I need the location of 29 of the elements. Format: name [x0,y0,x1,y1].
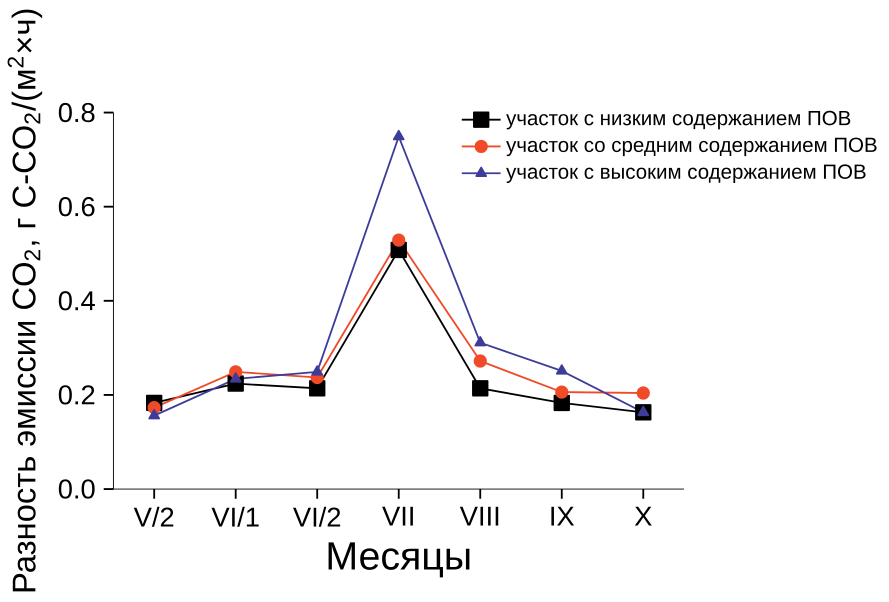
point [636,386,650,400]
legend-label: участок со средним содержанием ПОВ [506,138,877,156]
point [311,365,324,376]
y-tick-label: 0.8 [58,103,94,122]
y-tick-label: 0.0 [58,480,95,499]
x-tick-label: X [634,506,652,526]
x-tick-label: V/2 [134,506,174,527]
y-tick-label: 0.4 [58,291,95,311]
legend-label: участок с высоким содержанием ПОВ [506,164,866,184]
point [474,336,486,347]
point [392,234,406,247]
x-tick-label: VII [382,506,413,526]
y-tick-label: 0.2 [58,385,94,405]
point [392,130,405,141]
point [230,372,242,383]
point [472,380,488,397]
point [474,354,487,368]
y-tick-label: 0.6 [58,197,94,217]
legend-label: участок с низким содержанием ПОВ [506,111,850,130]
x-tick-label: VI/2 [293,506,340,527]
x-tick-label: VI/1 [212,506,259,527]
x-tick-label: IX [551,506,574,526]
point [637,406,650,416]
x-axis-title: Месяцы [328,542,470,578]
y-axis-title: Разность эмиссии CO$_{2}$, г C-CO$_{2}$/(м$^{2}$×ч) [8,10,42,592]
point [556,364,568,375]
x-tick-label: VIII [460,506,498,526]
point [148,409,160,420]
point [555,386,568,399]
